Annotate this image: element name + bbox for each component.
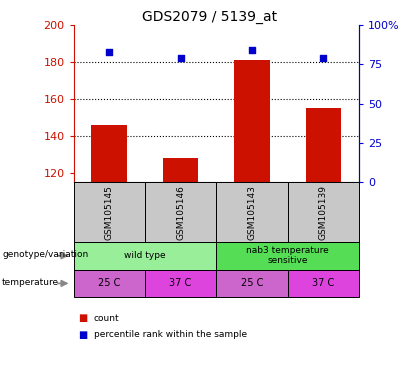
Point: [106, 49, 113, 55]
Text: 37 C: 37 C: [170, 278, 192, 288]
Point: [177, 55, 184, 61]
Text: count: count: [94, 314, 119, 323]
Text: 37 C: 37 C: [312, 278, 334, 288]
Text: temperature: temperature: [2, 278, 59, 286]
Bar: [163, 158, 199, 182]
Text: GSM105146: GSM105146: [176, 185, 185, 240]
Text: ■: ■: [78, 313, 87, 323]
Text: genotype/variation: genotype/variation: [2, 250, 88, 259]
Text: wild type: wild type: [124, 251, 166, 260]
Point: [249, 47, 255, 53]
Text: GSM105143: GSM105143: [247, 185, 257, 240]
Text: 25 C: 25 C: [241, 278, 263, 288]
Text: GDS2079 / 5139_at: GDS2079 / 5139_at: [142, 10, 278, 23]
Text: percentile rank within the sample: percentile rank within the sample: [94, 330, 247, 339]
Bar: [234, 60, 270, 182]
Text: ■: ■: [78, 330, 87, 340]
Text: 25 C: 25 C: [98, 278, 121, 288]
Text: nab3 temperature
sensitive: nab3 temperature sensitive: [246, 246, 329, 265]
Text: GSM105145: GSM105145: [105, 185, 114, 240]
Text: GSM105139: GSM105139: [319, 185, 328, 240]
Bar: [92, 125, 127, 182]
Bar: [305, 108, 341, 182]
Point: [320, 55, 327, 61]
